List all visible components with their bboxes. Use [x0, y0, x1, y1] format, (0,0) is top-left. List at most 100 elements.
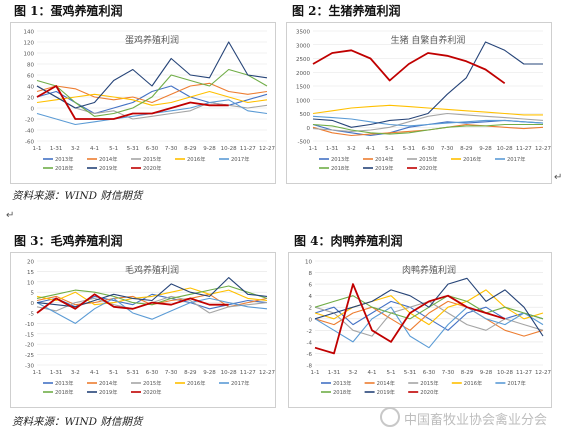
y-tick-label: 15	[27, 270, 34, 276]
y-tick-label: 500	[300, 112, 311, 118]
series-line-2019年	[36, 41, 268, 109]
legend-label: 2013年	[331, 155, 349, 163]
y-tick-label: 4	[309, 294, 313, 300]
x-tick-label: 1-1	[311, 370, 320, 376]
y-tick-label: 60	[27, 74, 34, 80]
legend-label: 2016年	[187, 379, 205, 387]
x-tick-label: 8-29	[184, 146, 197, 152]
x-tick-label: 7-30	[441, 146, 454, 152]
figure-2-title: 图 2：生猪养殖利润	[292, 4, 401, 18]
series-line-2019年	[312, 41, 543, 128]
legend-label: 2015年	[143, 379, 161, 387]
y-tick-label: 0	[307, 126, 311, 132]
y-tick-label: -2	[307, 329, 312, 335]
y-tick-label: -40	[25, 129, 34, 135]
x-tick-label: 6-30	[146, 370, 159, 376]
x-tick-label: 7-30	[165, 146, 178, 152]
x-tick-label: 5-31	[403, 146, 415, 152]
chart-1-svg: 140 120 100 80 60 40 20 0 -20 -40 -601-1 1-31 3-2 4-1…	[24, 30, 276, 173]
y-tick-label: 2500	[296, 57, 310, 63]
y-tick-label: 80	[27, 63, 34, 69]
y-tick-label: 20	[27, 260, 34, 266]
series-line-2019年	[314, 277, 544, 337]
x-tick-label: 12-27	[535, 146, 551, 152]
y-tick-label: -30	[25, 364, 34, 370]
x-tick-label: 10-28	[497, 146, 513, 152]
y-tick-label: -5	[29, 312, 35, 318]
legend-label: 2019年	[375, 164, 393, 172]
x-tick-label: 5-1	[109, 146, 118, 152]
legend-label: 2017年	[507, 379, 525, 387]
series-line-2017年	[314, 306, 544, 349]
y-tick-label: -500	[298, 140, 311, 146]
chart-title: 生猪 自繁自养利润	[391, 34, 466, 46]
series-line-2020年	[36, 85, 229, 120]
x-tick-label: 6-30	[423, 370, 436, 376]
y-tick-label: 0	[31, 301, 35, 307]
x-tick-label: 5-1	[385, 146, 394, 152]
y-tick-label: -20	[25, 343, 34, 349]
legend-label: 2017年	[231, 379, 249, 387]
chart-panel-1: 140 120 100 80 60 40 20 0 -20 -40 -60 1-1 1-31 3-2 4-1…	[10, 22, 276, 184]
x-tick-label: 4-1	[366, 146, 375, 152]
paragraph-mark: ↵	[554, 172, 563, 183]
chart-title: 肉鸭养殖利润	[402, 264, 456, 276]
series-line-2016年	[36, 287, 268, 306]
chart-panel-3: 20 15 10 5 0 -5 -10 -15 -20 -25 -30 1-1 1-31 3-2 4-1 5-…	[10, 252, 276, 408]
source-note-2: 资料来源：WIND 财信期货	[12, 416, 143, 428]
x-tick-label: 1-31	[326, 146, 338, 152]
x-tick-label: 10-28	[221, 146, 237, 152]
x-tick-label: 7-30	[165, 370, 178, 376]
series-line-2018年	[312, 123, 543, 135]
chart-title: 蛋鸡养殖利润	[125, 34, 179, 46]
legend-label: 2015年	[420, 379, 438, 387]
legend-label: 2014年	[99, 155, 117, 163]
x-tick-label: 5-1	[109, 370, 118, 376]
x-tick-label: 4-1	[90, 146, 99, 152]
x-tick-label: 3-2	[349, 370, 358, 376]
legend-label: 2015年	[419, 155, 437, 163]
chart-panel-4: 10 8 6 4 2 0 -2 -4 -6 -8 1-1 1-31 3-2 4-1 5-1 5-31 6-30 7…	[288, 252, 552, 408]
chart-panel-2: 3500 3000 2500 2000 1500 1000 500 0 -500 1-1 1-31 3…	[286, 22, 552, 184]
x-tick-label: 11-27	[240, 370, 256, 376]
x-tick-label: 6-30	[422, 146, 435, 152]
y-tick-label: -4	[307, 340, 313, 346]
x-tick-label: 5-31	[404, 370, 416, 376]
series-line-2015年	[312, 112, 544, 132]
x-tick-label: 1-31	[50, 146, 62, 152]
y-tick-label: -20	[25, 118, 34, 124]
series-line-2016年	[36, 90, 268, 106]
y-tick-label: 3000	[296, 43, 310, 49]
x-tick-label: 1-31	[328, 370, 340, 376]
legend-label: 2017年	[507, 155, 525, 163]
series-line-2016年	[312, 104, 543, 116]
x-tick-label: 8-29	[184, 370, 197, 376]
x-tick-label: 1-1	[309, 146, 318, 152]
x-tick-label: 3-2	[71, 146, 80, 152]
x-tick-label: 7-30	[442, 370, 455, 376]
legend-label: 2018年	[55, 388, 73, 396]
wechat-logo-icon	[380, 407, 400, 427]
y-tick-label: 0	[309, 317, 313, 323]
source-note-1: 资料来源：WIND 财信期货	[12, 190, 143, 202]
y-tick-label: 2	[309, 306, 313, 312]
x-tick-label: 1-1	[33, 146, 42, 152]
series-line-2020年	[36, 293, 229, 314]
y-tick-label: 0	[31, 107, 35, 113]
legend-label: 2018年	[55, 164, 73, 172]
x-tick-label: 9-28	[203, 146, 216, 152]
series-line-2020年	[314, 283, 506, 355]
y-tick-label: 140	[24, 30, 35, 36]
x-tick-label: 10-28	[221, 370, 237, 376]
legend-label: 2013年	[55, 155, 73, 163]
x-tick-label: 1-31	[50, 370, 62, 376]
legend-label: 2016年	[464, 379, 482, 387]
paragraph-mark: ↵	[6, 210, 15, 221]
x-tick-label: 11-27	[516, 146, 532, 152]
x-tick-label: 9-28	[480, 370, 493, 376]
legend-label: 2019年	[99, 164, 117, 172]
legend-label: 2013年	[55, 379, 73, 387]
legend-label: 2020年	[143, 388, 161, 396]
legend-label: 2020年	[143, 164, 161, 172]
y-tick-label: 10	[27, 280, 34, 286]
